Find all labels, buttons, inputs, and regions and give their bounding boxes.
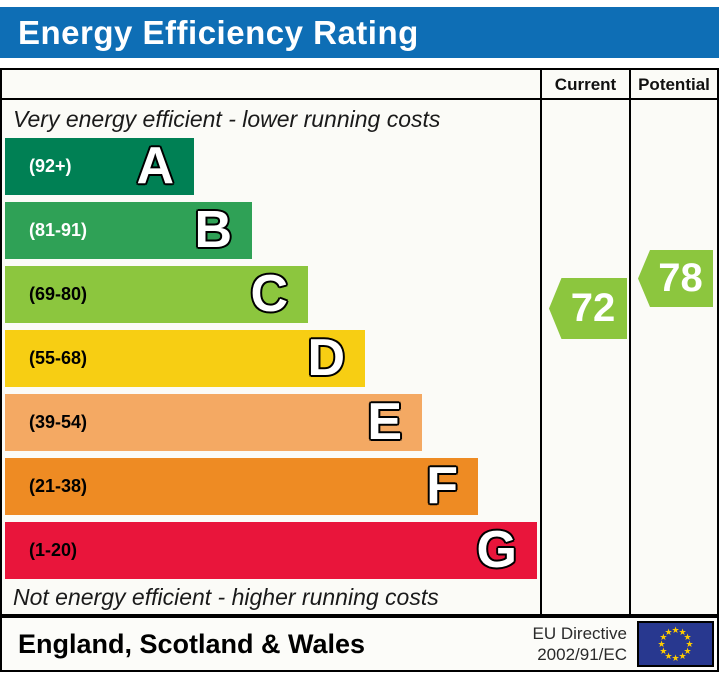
eu-directive-line2: 2002/91/EC [537,645,627,664]
eu-directive-line1: EU Directive [532,624,627,643]
svg-text:★: ★ [664,628,672,638]
band-range-label: (21-38) [29,476,88,496]
band-row-b: (81-91) B [5,202,252,259]
potential-column-divider [629,70,631,614]
band-letter: B [194,201,232,259]
column-header-current: Current [554,75,617,94]
svg-text:★: ★ [678,628,686,638]
potential-rating-value: 78 [658,256,703,300]
footer: England, Scotland & Wales EU Directive 2… [0,616,719,672]
svg-text:★: ★ [657,640,665,650]
svg-text:★: ★ [659,633,667,643]
band-letter: E [367,393,402,451]
band-range-label: (81-91) [29,220,88,240]
band-row-a: (92+) A [5,138,194,195]
title-bar: Energy Efficiency Rating [0,7,719,58]
table-header-row [2,70,717,100]
band-row-g: (1-20) G [5,522,537,579]
region-title: England, Scotland & Wales [18,628,366,659]
band-letter: A [136,137,174,195]
svg-text:★: ★ [671,654,679,664]
potential-rating-arrow: 78 [638,250,713,307]
band-letter: F [426,457,458,515]
svg-text:★: ★ [685,640,693,650]
current-column-divider [540,70,542,614]
svg-text:★: ★ [671,626,679,636]
band-row-c: (69-80) C [5,266,308,323]
eu-flag-stars: ★ ★ ★ ★ ★ ★ ★ ★ ★ ★ ★ ★ [657,626,693,664]
svg-text:★: ★ [684,633,692,643]
band-range-label: (39-54) [29,412,88,432]
band-range-label: (69-80) [29,284,88,304]
band-range-label: (92+) [29,156,72,176]
svg-text:★: ★ [664,652,672,662]
band-row-e: (39-54) E [5,394,422,451]
band-letter: G [476,521,517,579]
svg-text:★: ★ [678,652,686,662]
eu-directive-text: EU Directive 2002/91/EC [533,623,627,665]
top-note: Very energy efficient - lower running co… [13,106,441,132]
svg-text:★: ★ [684,647,692,657]
energy-rating-chart: Current Potential Very energy efficient … [0,68,719,616]
current-rating-value: 72 [570,286,616,330]
column-header-potential: Potential [638,75,710,94]
band-letter: C [250,265,288,323]
band-row-f: (21-38) F [5,458,478,515]
band-range-label: (55-68) [29,348,88,368]
band-letter: D [307,329,345,387]
current-rating-arrow: 72 [549,278,627,339]
eu-flag-icon: ★ ★ ★ ★ ★ ★ ★ ★ ★ ★ ★ ★ [637,621,714,667]
band-row-d: (55-68) D [5,330,365,387]
svg-text:★: ★ [659,647,667,657]
band-range-label: (1-20) [29,540,78,560]
bottom-note: Not energy efficient - higher running co… [13,584,439,610]
page-title: Energy Efficiency Rating [18,13,419,51]
